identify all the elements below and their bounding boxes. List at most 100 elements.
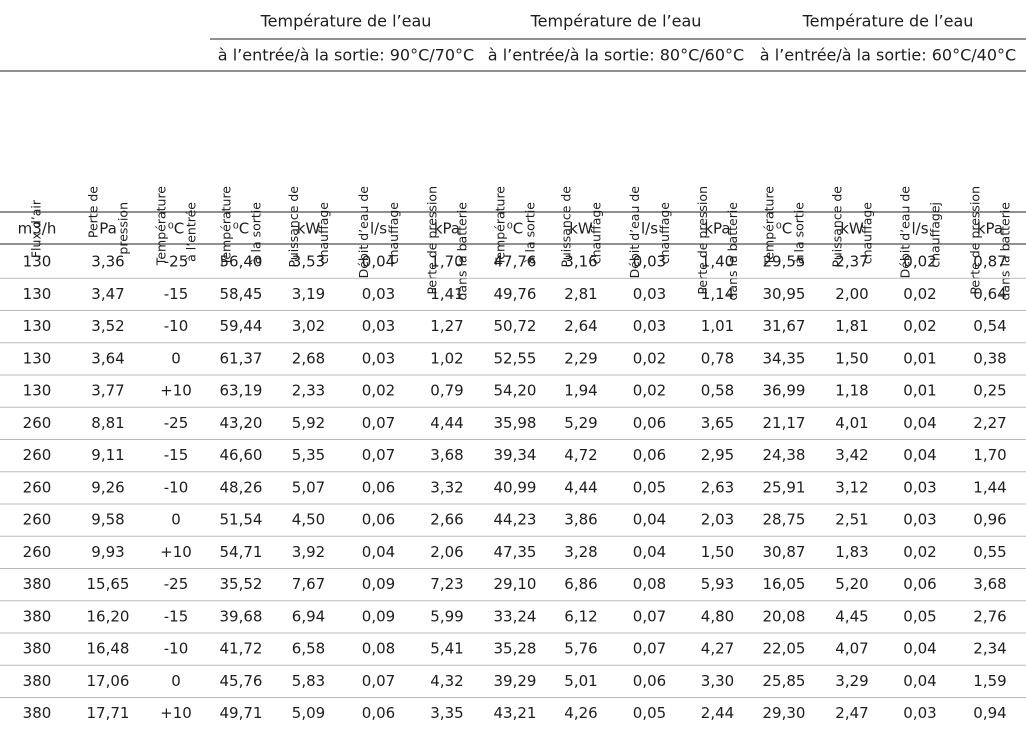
cell: 1,59 [973,672,1006,690]
cell: 5,99 [430,607,463,625]
cell: -25 [164,575,189,593]
cell: 2,33 [292,382,325,400]
cell: 5,20 [835,575,868,593]
cell: 260 [23,478,52,496]
cell: 2,51 [835,511,868,529]
cell: +10 [160,543,192,561]
cell: 0,06 [633,446,666,464]
cell: 6,58 [292,640,325,658]
cell: 17,06 [87,672,130,690]
column-header: Flux d’air [29,199,44,258]
cell: 45,76 [220,672,263,690]
cell: -15 [164,446,189,464]
column-header: chauffage [860,202,875,265]
cell: 2,81 [564,285,597,303]
cell: 30,87 [763,543,806,561]
cell: 29,55 [763,253,806,271]
cell: -10 [164,640,189,658]
column-header: Puissance de [559,186,574,268]
cell: 0,02 [362,382,395,400]
cell: 5,83 [292,672,325,690]
cell: 4,44 [564,478,597,496]
cell: 46,60 [220,446,263,464]
unit: kPa [977,220,1003,238]
cell: 17,71 [87,704,130,722]
cell: 1,81 [835,317,868,335]
cell: 54,20 [494,382,537,400]
cell: 130 [23,317,52,335]
cell: 380 [23,607,52,625]
cell: 9,58 [91,511,124,529]
cell: 16,20 [87,607,130,625]
cell: 0,04 [903,672,936,690]
cell: 1,50 [701,543,734,561]
cell: 29,10 [494,575,537,593]
cell: -10 [164,478,189,496]
cell: 36,99 [763,382,806,400]
cell: 0,08 [362,640,395,658]
cell: 0 [171,349,181,367]
cell: 3,68 [973,575,1006,593]
cell: 380 [23,704,52,722]
cell: 0,06 [362,704,395,722]
cell: 0,02 [903,317,936,335]
group-title: Température de l’eau [530,12,702,31]
cell: 4,26 [564,704,597,722]
cell: 3,12 [835,478,868,496]
cell: 39,34 [494,446,537,464]
cell: 0,04 [903,640,936,658]
cell: 2,06 [430,543,463,561]
cell: 3,32 [430,478,463,496]
column-header: chauffage [589,202,604,265]
cell: 3,30 [701,672,734,690]
cell: 16,48 [87,640,130,658]
group-title: Température de l’eau [260,12,432,31]
cell: 34,35 [763,349,806,367]
cell: 4,45 [835,607,868,625]
unit: ⁰C [507,220,524,238]
cell: 16,05 [763,575,806,593]
column-header: dans la batterie [455,202,470,301]
cell: -15 [164,607,189,625]
cell: 2,27 [973,414,1006,432]
cell: 260 [23,414,52,432]
cell: 0,04 [362,253,395,271]
cell: 1,44 [973,478,1006,496]
cell: 5,09 [292,704,325,722]
cell: 0,25 [973,382,1006,400]
cell: 58,45 [220,285,263,303]
cell: 3,68 [430,446,463,464]
cell: 39,68 [220,607,263,625]
cell: 1,94 [564,382,597,400]
cell: 0,55 [973,543,1006,561]
column-header: Perte de pression [425,186,440,295]
cell: 2,76 [973,607,1006,625]
cell: 1,18 [835,382,868,400]
unit: kW [297,220,321,238]
cell: 5,76 [564,640,597,658]
column-header: Débit d’eau de [627,186,642,279]
cell: 28,75 [763,511,806,529]
cell: 3,35 [430,704,463,722]
cell: 0,78 [701,349,734,367]
unit: kPa [704,220,730,238]
column-header: à la sortie [249,202,264,264]
cell: 49,76 [494,285,537,303]
cell: 0 [171,511,181,529]
cell: 4,32 [430,672,463,690]
cell: 40,99 [494,478,537,496]
cell: 260 [23,446,52,464]
cell: 4,80 [701,607,734,625]
cell: 3,52 [91,317,124,335]
cell: 0,03 [633,317,666,335]
unit: kPa [434,220,460,238]
cell: 43,20 [220,414,263,432]
group-title: Température de l’eau [802,12,974,31]
cell: 2,95 [701,446,734,464]
column-header: à l’entrée [184,202,199,262]
cell: 3,86 [564,511,597,529]
cell: 130 [23,382,52,400]
cell: 20,08 [763,607,806,625]
cell: 15,65 [87,575,130,593]
cell: 0,96 [973,511,1006,529]
